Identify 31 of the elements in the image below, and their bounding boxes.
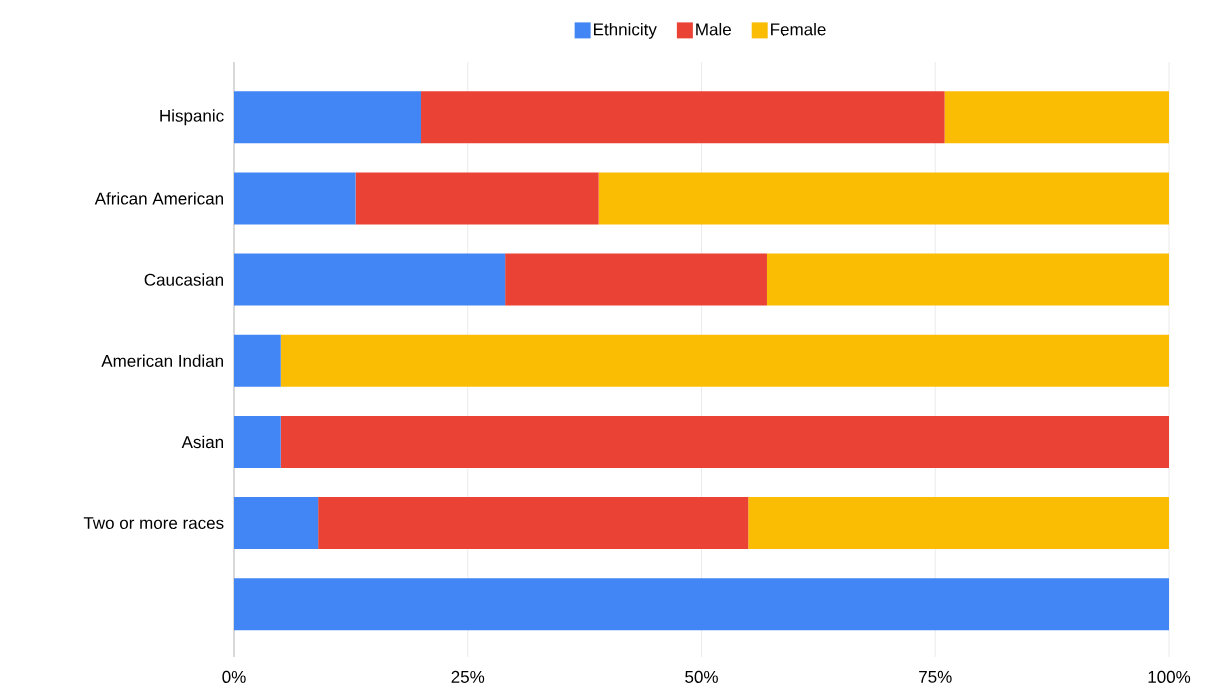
x-tick-label: 100%	[1148, 670, 1191, 683]
y-tick-label: Asian	[181, 435, 224, 449]
bar	[234, 253, 506, 306]
bar	[505, 253, 767, 306]
bar	[598, 172, 1170, 225]
bar	[748, 497, 1170, 550]
bar	[421, 91, 945, 144]
y-tick-label: African American	[94, 192, 223, 205]
bar	[234, 91, 421, 144]
bar	[234, 172, 356, 225]
legend-label: Ethnicity	[594, 22, 657, 39]
bar	[318, 497, 749, 550]
bar	[355, 172, 599, 225]
x-tick-label: 0%	[222, 670, 246, 683]
y-tick-label: Two or more races	[83, 517, 224, 530]
bar	[234, 334, 281, 387]
bar	[234, 578, 1170, 631]
bar	[944, 91, 1170, 144]
x-tick-label: 75%	[919, 670, 952, 683]
x-tick-label: 25%	[451, 670, 485, 683]
bar	[766, 253, 1170, 306]
bar	[280, 334, 1170, 387]
bar	[280, 415, 1170, 468]
y-tick-label: American Indian	[101, 354, 223, 367]
y-tick-label: Caucasian	[144, 273, 224, 286]
bar	[234, 497, 319, 550]
x-tick-label: 50%	[685, 670, 718, 683]
legend-label: Female	[771, 22, 826, 36]
bar	[234, 415, 281, 468]
y-tick-label: Hispanic	[160, 109, 224, 126]
legend-label: Male	[696, 22, 731, 36]
